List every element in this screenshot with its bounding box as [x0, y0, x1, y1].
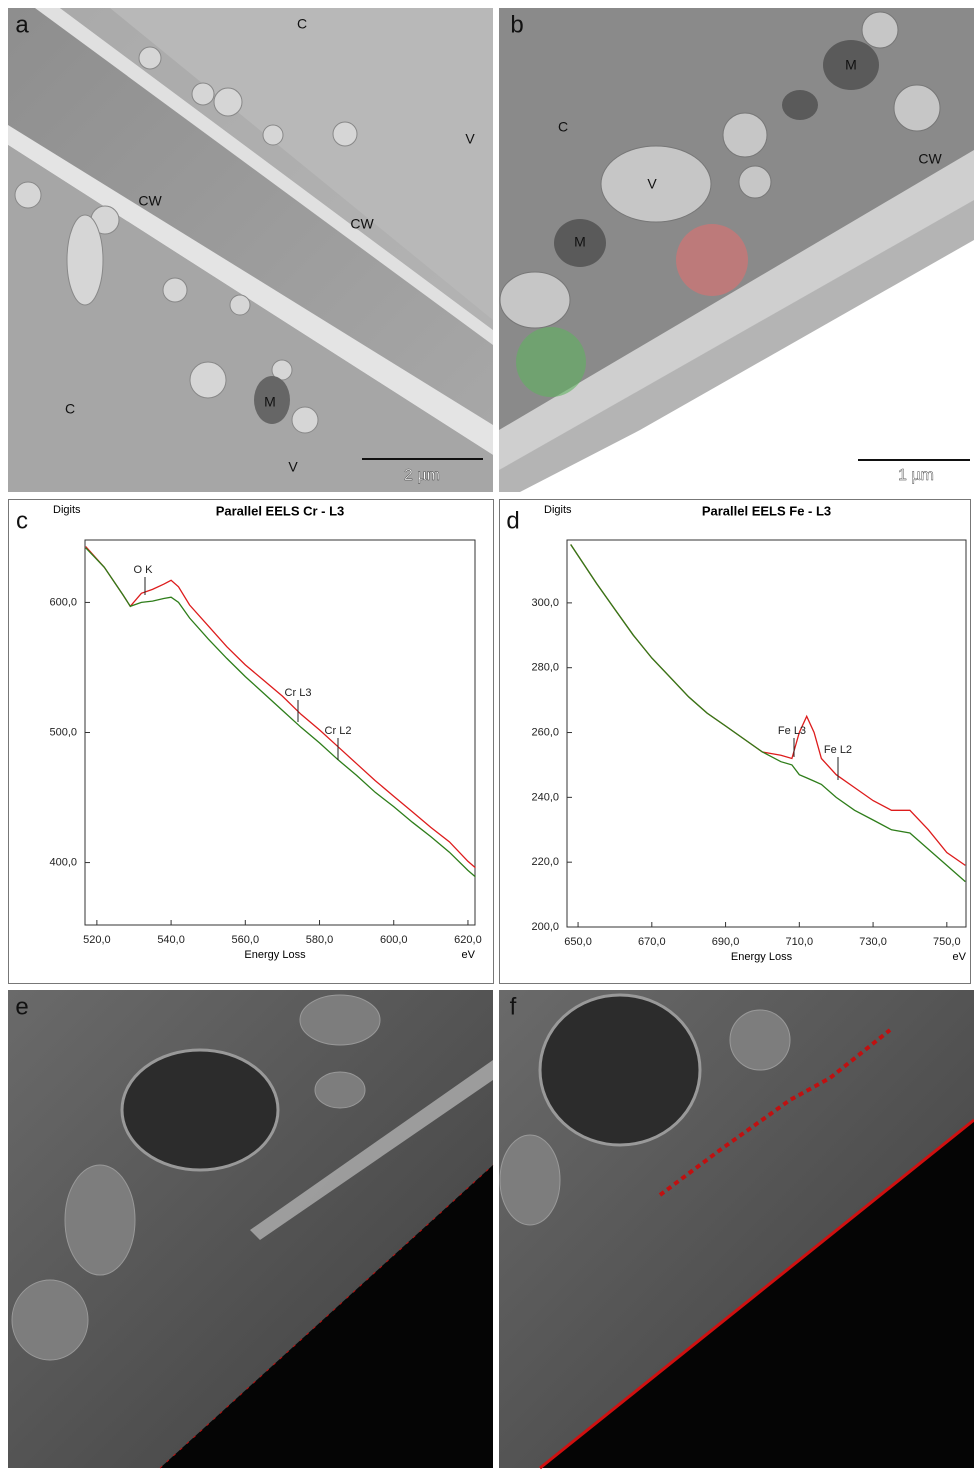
micrograph-f [499, 990, 974, 1468]
structure-label: M [574, 234, 586, 250]
chart-title: Parallel EELS Cr - L3 [216, 503, 345, 518]
x-tick-label: 560,0 [232, 934, 260, 946]
structure-label: M [845, 57, 857, 73]
y-tick-label: 500,0 [49, 726, 77, 738]
x-tick-label: 580,0 [306, 934, 334, 946]
figure: a b e f C CW CW V C M V M C CW V M 2 µm 1 µm c Digits Parall… [0, 0, 974, 1470]
structure-label: C [297, 16, 307, 32]
structure-label: V [465, 131, 475, 147]
annotation: Cr L3 [285, 687, 312, 699]
structure-label: CW [350, 216, 374, 232]
panel-letter: f [510, 993, 517, 1020]
y-tick-label: 280,0 [531, 662, 559, 674]
structure-label: CW [138, 193, 162, 209]
y-axis-label: Digits [53, 504, 81, 516]
structure-label: C [558, 119, 568, 135]
y-tick-label: 220,0 [531, 856, 559, 868]
y-tick-label: 600,0 [49, 596, 77, 608]
y-tick-label: 300,0 [531, 597, 559, 609]
annotation: Fe L2 [824, 744, 852, 756]
annotation: Cr L2 [325, 725, 352, 737]
page: {"panels": { "a": {"letter": "a", "label… [0, 0, 974, 1470]
chart-title: Parallel EELS Fe - L3 [702, 503, 831, 518]
micrograph-a [8, 8, 493, 492]
x-axis-unit: eV [953, 951, 967, 963]
panel-letter: a [15, 11, 29, 38]
structure-label: C [65, 401, 75, 417]
scale-bar-label: 2 µm [404, 467, 440, 484]
x-tick-label: 650,0 [564, 936, 592, 948]
panel-letter: b [510, 11, 523, 38]
panel-frame-d [500, 500, 971, 984]
x-axis-label: Energy Loss [731, 951, 793, 963]
micrograph-b [499, 8, 974, 492]
panel-letter: e [15, 993, 28, 1020]
scale-bar-label: 1 µm [898, 467, 934, 484]
x-axis-unit: eV [462, 949, 476, 961]
micrograph-e [8, 990, 493, 1468]
annotation: Fe L3 [778, 725, 806, 737]
x-tick-label: 600,0 [380, 934, 408, 946]
y-axis-label: Digits [544, 504, 572, 516]
y-tick-label: 200,0 [531, 921, 559, 933]
panel-letter: d [506, 507, 519, 534]
y-tick-label: 240,0 [531, 791, 559, 803]
x-axis-label: Energy Loss [244, 949, 306, 961]
x-tick-label: 690,0 [712, 936, 740, 948]
structure-label: M [264, 394, 276, 410]
structure-label: V [288, 459, 298, 475]
y-tick-label: 400,0 [49, 856, 77, 868]
x-tick-label: 620,0 [454, 934, 482, 946]
panel-letter: c [16, 507, 28, 534]
x-tick-label: 670,0 [638, 936, 666, 948]
x-tick-label: 750,0 [933, 936, 961, 948]
structure-label: CW [918, 151, 942, 167]
annotation: O K [134, 564, 154, 576]
x-tick-label: 730,0 [859, 936, 887, 948]
x-tick-label: 540,0 [157, 934, 185, 946]
x-tick-label: 710,0 [786, 936, 814, 948]
y-tick-label: 260,0 [531, 726, 559, 738]
panel-frame-c [9, 500, 494, 984]
x-tick-label: 520,0 [83, 934, 111, 946]
structure-label: V [647, 176, 657, 192]
